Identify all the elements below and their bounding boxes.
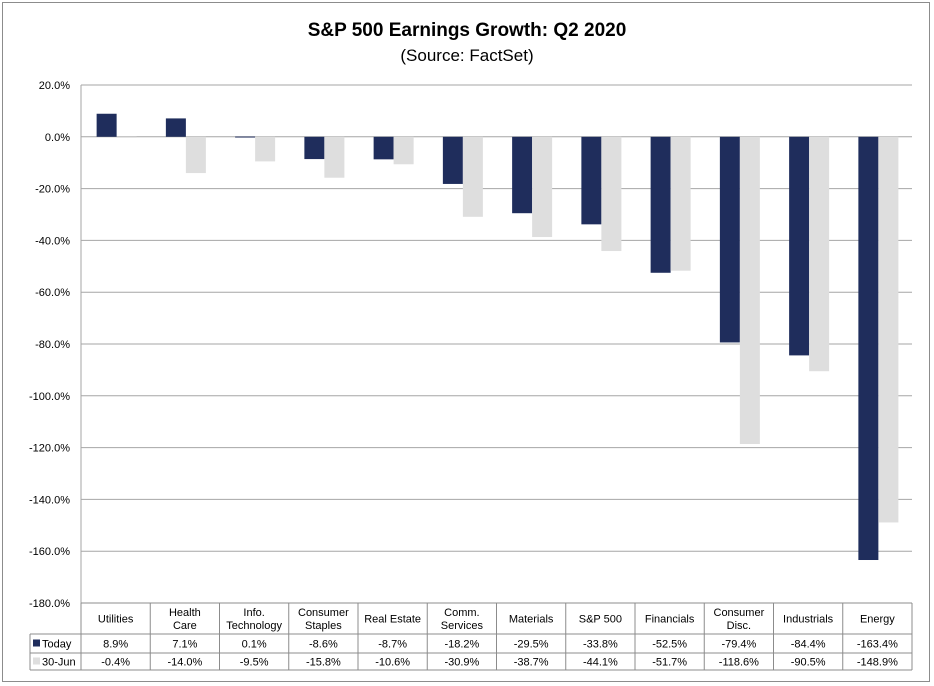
- data-label: -29.5%: [514, 639, 549, 651]
- bar-30-jun: [462, 136, 483, 217]
- bar-today: [789, 136, 810, 356]
- bar-30-jun: [878, 136, 899, 523]
- y-tick-label: 20.0%: [39, 80, 70, 92]
- data-label: -30.9%: [444, 657, 479, 669]
- bar-30-jun: [809, 136, 830, 372]
- data-label: 0.1%: [242, 639, 267, 651]
- data-label: -84.4%: [791, 639, 826, 651]
- category-label: S&P 500: [579, 614, 622, 626]
- bar-today: [373, 136, 394, 160]
- data-label: -52.5%: [652, 639, 687, 651]
- bar-30-jun: [255, 136, 276, 162]
- data-label: -90.5%: [791, 657, 826, 669]
- y-tick-label: 0.0%: [45, 132, 70, 144]
- data-label: -8.6%: [309, 639, 338, 651]
- data-label: -10.6%: [375, 657, 410, 669]
- bar-today: [512, 136, 533, 214]
- y-tick-label: -180.0%: [29, 598, 70, 610]
- data-label: -15.8%: [306, 657, 341, 669]
- bar-today: [858, 136, 879, 561]
- bar-today: [581, 136, 602, 225]
- category-label: Industrials: [783, 614, 834, 626]
- category-label: Consumer: [714, 607, 765, 619]
- chart-title: S&P 500 Earnings Growth: Q2 2020: [307, 20, 627, 41]
- category-label: Technology: [226, 620, 282, 632]
- data-label: 8.9%: [103, 639, 128, 651]
- category-label: Financials: [645, 614, 695, 626]
- bar-today: [304, 136, 325, 160]
- category-label: Disc.: [727, 620, 751, 632]
- data-label: -148.9%: [857, 657, 898, 669]
- y-tick-label: -40.0%: [35, 235, 70, 247]
- category-label: Utilities: [98, 614, 134, 626]
- data-label: -0.4%: [101, 657, 130, 669]
- data-label: 7.1%: [172, 639, 197, 651]
- y-tick-label: -140.0%: [29, 494, 70, 506]
- y-tick-label: -160.0%: [29, 546, 70, 558]
- category-label: Materials: [509, 614, 554, 626]
- category-label: Info.: [243, 607, 264, 619]
- y-tick-label: -80.0%: [35, 339, 70, 351]
- bar-30-jun: [739, 136, 760, 444]
- bar-30-jun: [670, 136, 691, 271]
- category-label: Care: [173, 620, 197, 632]
- data-label: -9.5%: [240, 657, 269, 669]
- category-label: Comm.: [444, 607, 479, 619]
- y-tick-label: -120.0%: [29, 443, 70, 455]
- legend-label: 30-Jun: [42, 657, 76, 669]
- bar-today: [96, 113, 117, 137]
- bar-30-jun: [116, 136, 137, 138]
- legend-key: [33, 657, 40, 665]
- data-label: -18.2%: [444, 639, 479, 651]
- data-label: -163.4%: [857, 639, 898, 651]
- bar-today: [650, 136, 671, 273]
- data-label: -33.8%: [583, 639, 618, 651]
- legend-label: Today: [42, 639, 72, 651]
- bar-today: [235, 136, 256, 138]
- chart-subtitle: (Source: FactSet): [400, 46, 534, 65]
- category-label: Consumer: [298, 607, 349, 619]
- data-label: -14.0%: [167, 657, 202, 669]
- bar-today: [719, 136, 740, 343]
- category-label: Health: [169, 607, 201, 619]
- category-label: Staples: [305, 620, 342, 632]
- y-tick-label: -100.0%: [29, 391, 70, 403]
- data-label: -118.6%: [719, 657, 759, 669]
- data-label: -8.7%: [378, 639, 407, 651]
- data-label: -79.4%: [721, 639, 756, 651]
- legend-key: [33, 639, 40, 647]
- category-label: Energy: [860, 614, 895, 626]
- data-label: -44.1%: [583, 657, 618, 669]
- bar-30-jun: [532, 136, 553, 238]
- bar-today: [165, 118, 186, 137]
- y-tick-label: -20.0%: [35, 184, 70, 196]
- bar-30-jun: [324, 136, 345, 178]
- category-label: Services: [441, 620, 484, 632]
- y-tick-label: -60.0%: [35, 287, 70, 299]
- bar-30-jun: [393, 136, 414, 165]
- data-label: -51.7%: [652, 657, 687, 669]
- bar-30-jun: [601, 136, 622, 252]
- category-label: Real Estate: [364, 614, 421, 626]
- bar-today: [442, 136, 463, 184]
- data-label: -38.7%: [514, 657, 549, 669]
- bar-30-jun: [185, 136, 206, 174]
